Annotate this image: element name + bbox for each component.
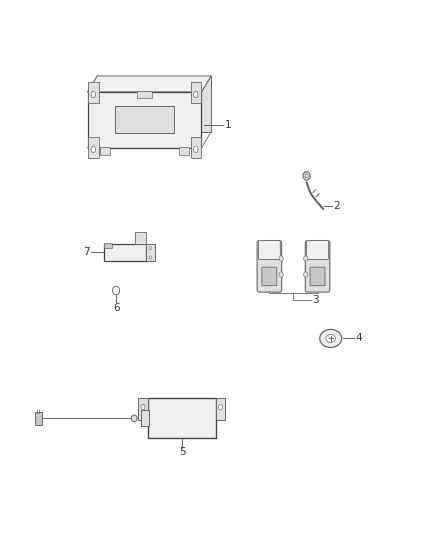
Ellipse shape: [91, 91, 95, 98]
Ellipse shape: [131, 415, 137, 422]
Bar: [134, 232, 145, 244]
FancyBboxPatch shape: [257, 241, 282, 292]
Bar: [148, 399, 215, 438]
Ellipse shape: [303, 172, 310, 180]
Ellipse shape: [149, 256, 152, 259]
Ellipse shape: [113, 286, 120, 295]
FancyBboxPatch shape: [310, 267, 325, 286]
Text: 5: 5: [179, 447, 185, 457]
Bar: [97, 76, 211, 132]
FancyBboxPatch shape: [258, 240, 280, 260]
Ellipse shape: [304, 256, 308, 261]
Bar: [88, 137, 99, 158]
Bar: [141, 410, 148, 426]
Bar: [145, 244, 155, 261]
Text: 4: 4: [355, 334, 362, 343]
Bar: [191, 82, 201, 102]
Bar: [104, 244, 145, 261]
Ellipse shape: [304, 272, 308, 277]
Ellipse shape: [326, 335, 336, 343]
Text: 2: 2: [333, 201, 339, 211]
Bar: [115, 107, 174, 133]
Bar: [137, 92, 152, 98]
Bar: [179, 147, 189, 156]
Bar: [215, 399, 225, 421]
Ellipse shape: [279, 256, 283, 261]
Bar: [104, 243, 112, 248]
Bar: [191, 137, 201, 158]
Bar: [35, 412, 42, 425]
Text: 1: 1: [225, 120, 231, 130]
Polygon shape: [88, 76, 211, 92]
Text: 3: 3: [312, 295, 319, 304]
FancyBboxPatch shape: [305, 241, 330, 292]
Ellipse shape: [149, 246, 152, 249]
Bar: [88, 82, 99, 102]
Ellipse shape: [194, 146, 198, 152]
Ellipse shape: [194, 91, 198, 98]
FancyBboxPatch shape: [307, 240, 328, 260]
Bar: [88, 92, 201, 148]
FancyBboxPatch shape: [262, 267, 277, 286]
Text: 7: 7: [83, 247, 90, 257]
Ellipse shape: [91, 146, 95, 152]
Ellipse shape: [320, 329, 342, 348]
Bar: [100, 147, 110, 156]
Ellipse shape: [141, 405, 145, 410]
Ellipse shape: [305, 174, 308, 178]
Text: 6: 6: [113, 303, 120, 312]
Bar: [138, 399, 148, 421]
Ellipse shape: [219, 405, 223, 410]
Ellipse shape: [279, 272, 283, 277]
